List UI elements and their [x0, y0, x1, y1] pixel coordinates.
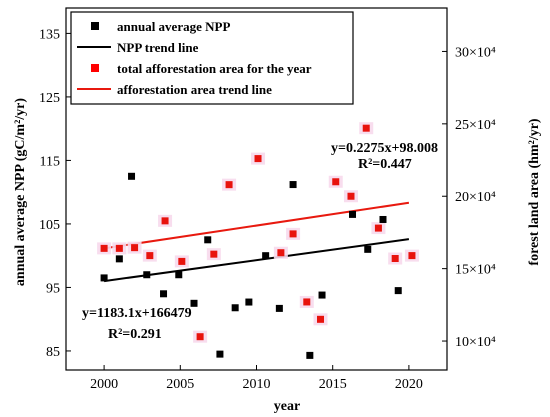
npp-point: [394, 287, 402, 295]
equation-line: y=0.2275x+98.008: [331, 141, 438, 156]
legend-label: afforestation area trend line: [117, 82, 272, 97]
tick-labels: 2000 2005 2010 2015 2020 85 95 105 115 125 135 10×1…: [39, 27, 496, 392]
afforestation-point: [178, 257, 186, 265]
npp-point: [128, 172, 136, 180]
left-y-tick-label: 105: [39, 218, 60, 233]
afforestation-point: [254, 155, 262, 163]
left-axis-title: annual average NPP (gC/m²/yr): [13, 98, 28, 286]
x-tick-label: 2005: [166, 377, 194, 392]
afforestation-point: [332, 178, 340, 186]
afforestation-point: [408, 252, 416, 260]
left-y-tick-label: 95: [46, 281, 60, 296]
npp-point: [262, 252, 270, 260]
afforestation-point: [115, 244, 123, 252]
npp-point: [306, 351, 314, 359]
legend-box: [70, 11, 354, 105]
trend-lines: [103, 201, 410, 283]
legend-label: annual average NPP: [117, 19, 230, 34]
equation-line: R²=0.291: [108, 327, 162, 342]
npp-point: [245, 298, 253, 306]
afforestation-point: [100, 244, 108, 252]
left-y-tick-label: 125: [39, 91, 60, 106]
right-y-tick-label: 15×10⁴: [455, 263, 496, 278]
afforestation-point: [210, 250, 218, 258]
equation-line: R²=0.447: [358, 157, 412, 172]
afforestation-point: [303, 298, 311, 306]
equation-line: y=1183.1x+166479: [82, 306, 192, 321]
afforestation-point: [161, 217, 169, 225]
legend-label: total afforestation area for the year: [117, 61, 312, 76]
afforestation-point: [196, 333, 204, 341]
right-y-tick-label: 20×10⁴: [455, 190, 496, 205]
x-tick-label: 2010: [243, 377, 271, 392]
right-y-tick-label: 25×10⁴: [455, 118, 496, 133]
x-tick-label: 2015: [319, 377, 347, 392]
afforestation-point: [347, 192, 355, 200]
npp-point: [204, 236, 212, 244]
afforestation-point: [391, 255, 399, 263]
npp-point: [275, 304, 283, 312]
data-markers: [97, 122, 419, 359]
npp-point: [143, 271, 151, 279]
npp-point: [289, 181, 297, 189]
afforestation-point: [362, 124, 370, 132]
npp-point: [175, 271, 183, 279]
right-y-tick-label: 30×10⁴: [455, 45, 496, 60]
npp-point: [190, 299, 198, 307]
afforestation-point: [225, 181, 233, 189]
npp-trend-line: [103, 238, 410, 283]
npp-point: [364, 245, 372, 253]
x-tick-label: 2000: [90, 377, 118, 392]
npp-point: [115, 255, 123, 263]
afforestation-point: [131, 244, 139, 252]
legend-label: NPP trend line: [117, 40, 199, 55]
npp-point: [231, 304, 239, 312]
afforestation-point: [374, 224, 382, 232]
legend: annual average NPP NPP trend line total af…: [70, 11, 354, 105]
afforestation-point: [289, 230, 297, 238]
x-axis-title: year: [274, 399, 300, 414]
right-y-tick-label: 10×10⁴: [455, 335, 496, 350]
x-tick-label: 2020: [395, 377, 423, 392]
npp-point: [379, 215, 387, 223]
afforestation-point: [317, 315, 325, 323]
afforestation-point: [277, 249, 285, 257]
npp-point: [318, 291, 326, 299]
npp-point: [160, 290, 168, 298]
left-y-tick-label: 85: [46, 345, 60, 360]
afforestation-trend-line: [103, 201, 410, 250]
legend-marker: [91, 64, 99, 72]
right-axis-title: forest land area (hm²/yr): [527, 118, 542, 265]
npp-point: [216, 350, 224, 358]
axis-ticks: [66, 32, 447, 370]
afforestation-point: [146, 252, 154, 260]
npp-point: [100, 274, 108, 282]
legend-marker: [91, 22, 99, 30]
left-y-tick-label: 135: [39, 27, 60, 42]
npp-point: [349, 210, 357, 218]
left-y-tick-label: 115: [40, 154, 60, 169]
